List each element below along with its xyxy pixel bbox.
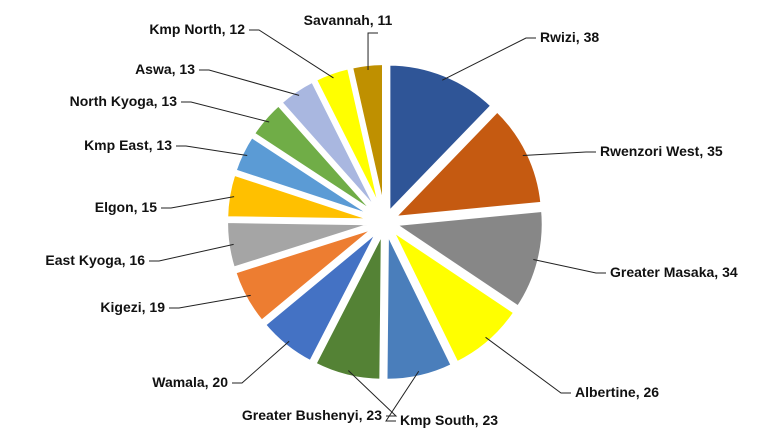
leader-line [533,258,606,274]
label-name: Greater Masaka [610,264,715,280]
leader-line [181,101,270,123]
leader-line [485,336,571,394]
leader-line [161,196,235,209]
slice [312,228,385,383]
label-name: Albertine [575,384,636,400]
label-value: 19 [149,299,165,315]
label-name: Rwenzori West [600,143,700,159]
slice [388,226,518,366]
label-separator: , [222,21,230,37]
slice [278,78,382,217]
leader-line [176,145,248,157]
leader-line [199,69,300,96]
label-value: 13 [161,93,177,109]
label-value: 23 [366,407,382,423]
label-name: East Kyoga [45,252,121,268]
label-separator: , [205,374,213,390]
label-value: 11 [378,12,393,28]
label-name: Kmp East [84,137,149,153]
label-name: Elgon [95,199,134,215]
label-value: 26 [643,384,659,400]
label-value: 16 [129,252,145,268]
label-value: 12 [229,21,245,37]
leader-line [232,340,290,384]
leader-line [249,29,334,79]
leader-line [149,243,234,262]
label-separator: , [714,264,722,280]
labels: Rwizi, 38 Rwenzori West, 35 Greater Masaka… [45,12,737,428]
slice [232,224,380,325]
label-value: 38 [584,29,600,45]
data-label: Albertine, 26 [575,384,659,400]
data-label: Kmp East, 13 [84,137,172,153]
label-separator: , [475,412,483,428]
data-label: Savannah, 11 [304,12,393,28]
slice [348,61,387,216]
label-name: Greater Bushenyi [242,407,359,423]
label-value: 13 [156,137,172,153]
label-separator: , [122,252,130,268]
data-label: East Kyoga, 16 [45,252,145,268]
label-separator: , [149,137,157,153]
label-name: Rwizi [540,29,576,45]
slice [383,228,455,383]
label-separator: , [699,143,707,159]
slice [386,61,495,216]
leader-line [442,37,536,81]
data-label: North Kyoga, 13 [70,93,178,109]
data-label: Kigezi, 19 [100,299,165,315]
data-label: Rwizi, 38 [540,29,599,45]
leader-line [367,32,378,70]
label-separator: , [370,12,378,28]
label-name: Kmp South [400,412,475,428]
label-name: Aswa [135,61,172,77]
leader-line [169,294,251,309]
label-separator: , [359,407,367,423]
label-separator: , [636,384,644,400]
label-value: 13 [179,61,195,77]
label-separator: , [154,93,162,109]
label-name: Kmp North [149,21,221,37]
slices [224,61,546,383]
label-value: 35 [707,143,723,159]
slice [232,133,379,221]
label-name: Kigezi [100,299,141,315]
label-separator: , [172,61,180,77]
label-name: North Kyoga [70,93,154,109]
data-label: Kmp South, 23 [400,412,498,428]
data-label: Rwenzori West, 35 [600,143,723,159]
data-label: Greater Bushenyi, 23 [242,407,382,423]
label-value: 15 [141,199,157,215]
data-label: Aswa, 13 [135,61,195,77]
label-separator: , [576,29,584,45]
data-label: Elgon, 15 [95,199,157,215]
label-value: 20 [212,374,228,390]
slice [391,108,545,221]
data-label: Kmp North, 12 [149,21,245,37]
data-label: Greater Masaka, 34 [610,264,738,280]
label-separator: , [134,199,142,215]
slice [261,227,382,365]
slice [312,65,384,216]
data-label: Wamala, 20 [152,374,228,390]
leader-line [522,151,596,157]
leader-line [385,370,420,422]
label-name: Wamala [152,374,205,390]
label-separator: , [142,299,150,315]
label-value: 34 [722,264,738,280]
label-name: Savannah [304,12,370,28]
label-value: 23 [482,412,498,428]
slice [224,171,379,223]
slice [250,102,381,219]
leader-line [347,370,398,417]
